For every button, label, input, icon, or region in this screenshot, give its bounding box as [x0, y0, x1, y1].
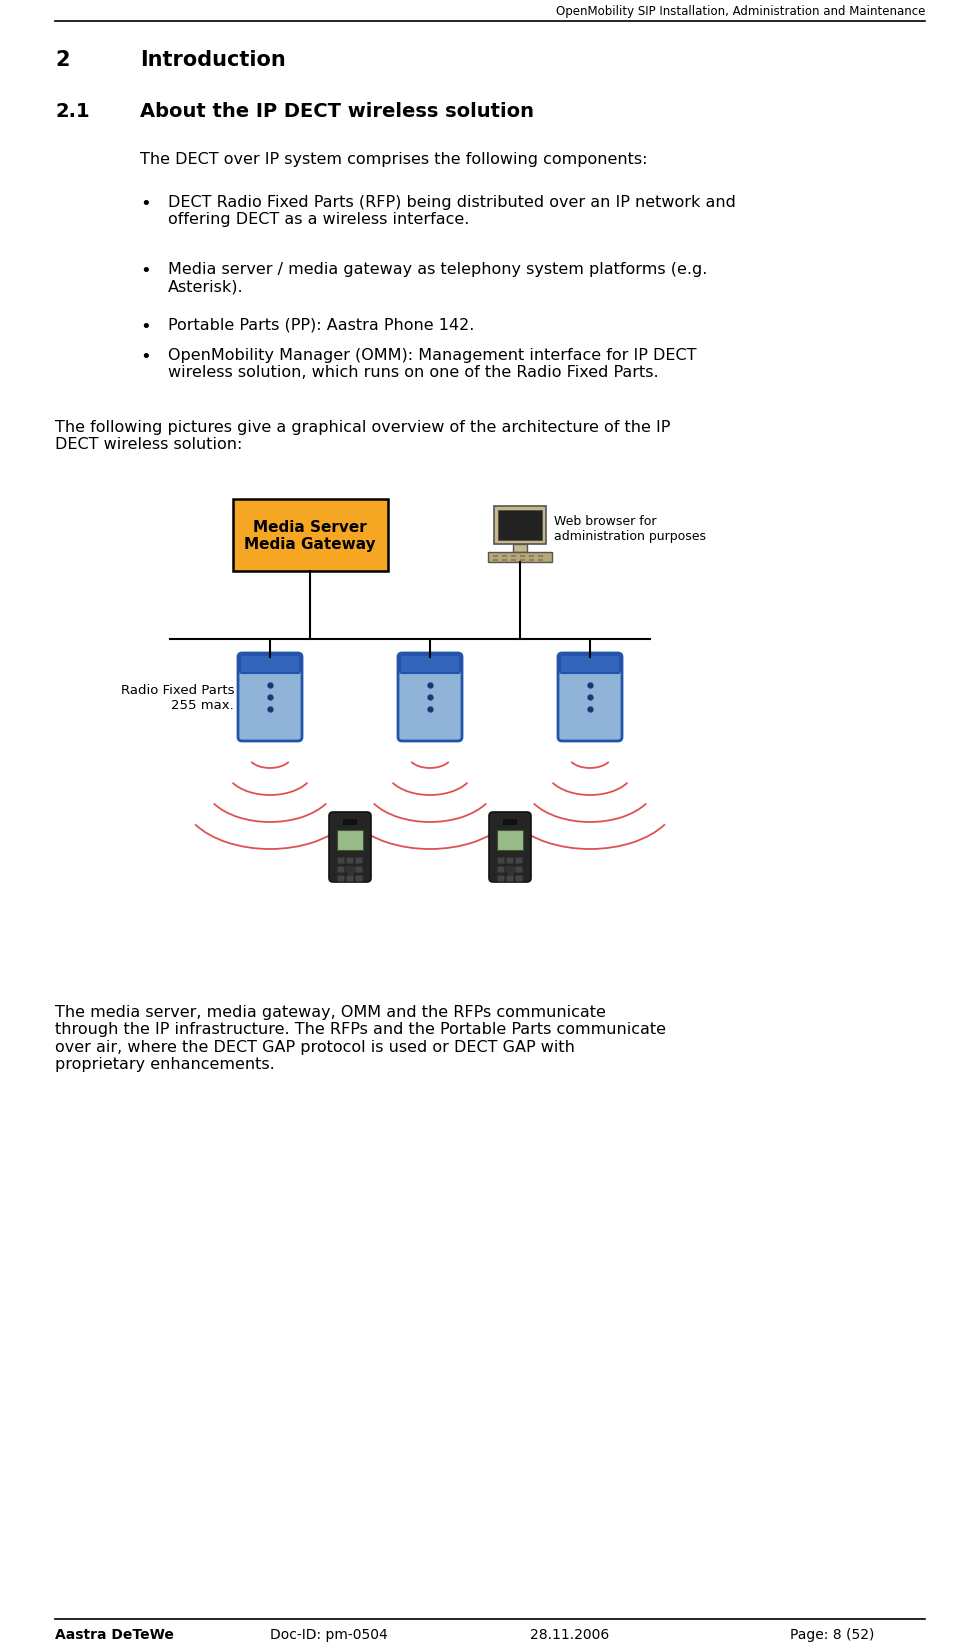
FancyBboxPatch shape: [493, 560, 498, 562]
Text: Portable Parts (PP): Aastra Phone 142.: Portable Parts (PP): Aastra Phone 142.: [168, 318, 474, 333]
FancyBboxPatch shape: [497, 831, 523, 850]
FancyBboxPatch shape: [233, 499, 388, 572]
FancyBboxPatch shape: [489, 812, 531, 882]
FancyBboxPatch shape: [520, 555, 525, 557]
FancyBboxPatch shape: [347, 877, 354, 882]
Text: The DECT over IP system comprises the following components:: The DECT over IP system comprises the fo…: [140, 152, 648, 166]
FancyBboxPatch shape: [529, 560, 534, 562]
Text: Doc-ID: pm-0504: Doc-ID: pm-0504: [270, 1627, 388, 1641]
FancyBboxPatch shape: [538, 555, 543, 557]
FancyBboxPatch shape: [507, 877, 514, 882]
FancyBboxPatch shape: [498, 511, 542, 541]
FancyBboxPatch shape: [515, 867, 522, 873]
Text: •: •: [140, 194, 151, 213]
FancyBboxPatch shape: [507, 867, 514, 873]
FancyBboxPatch shape: [356, 867, 363, 873]
Text: •: •: [140, 262, 151, 280]
FancyBboxPatch shape: [238, 654, 302, 742]
Text: Radio Fixed Parts
255 max.: Radio Fixed Parts 255 max.: [121, 684, 234, 712]
FancyBboxPatch shape: [347, 867, 354, 873]
Text: •: •: [140, 348, 151, 366]
FancyBboxPatch shape: [498, 867, 505, 873]
FancyBboxPatch shape: [520, 560, 525, 562]
Text: 2.1: 2.1: [55, 102, 89, 120]
FancyBboxPatch shape: [337, 867, 345, 873]
FancyBboxPatch shape: [507, 859, 514, 864]
Text: •: •: [140, 318, 151, 336]
FancyBboxPatch shape: [400, 656, 460, 674]
FancyBboxPatch shape: [240, 656, 300, 674]
FancyBboxPatch shape: [337, 831, 363, 850]
FancyBboxPatch shape: [356, 859, 363, 864]
FancyBboxPatch shape: [511, 560, 516, 562]
FancyBboxPatch shape: [494, 506, 546, 545]
Text: Media server / media gateway as telephony system platforms (e.g.
Asterisk).: Media server / media gateway as telephon…: [168, 262, 708, 295]
FancyBboxPatch shape: [511, 555, 516, 557]
FancyBboxPatch shape: [558, 654, 622, 742]
FancyBboxPatch shape: [529, 555, 534, 557]
Text: Introduction: Introduction: [140, 49, 286, 69]
Text: 28.11.2006: 28.11.2006: [530, 1627, 610, 1641]
FancyBboxPatch shape: [329, 812, 371, 882]
Text: DECT Radio Fixed Parts (RFP) being distributed over an IP network and
offering D: DECT Radio Fixed Parts (RFP) being distr…: [168, 194, 736, 227]
FancyBboxPatch shape: [560, 656, 620, 674]
FancyBboxPatch shape: [538, 560, 543, 562]
Text: 2: 2: [55, 49, 70, 69]
FancyBboxPatch shape: [502, 555, 507, 557]
FancyBboxPatch shape: [515, 859, 522, 864]
FancyBboxPatch shape: [356, 877, 363, 882]
FancyBboxPatch shape: [503, 819, 517, 826]
FancyBboxPatch shape: [343, 819, 357, 826]
Text: Aastra DeTeWe: Aastra DeTeWe: [55, 1627, 173, 1641]
Text: About the IP DECT wireless solution: About the IP DECT wireless solution: [140, 102, 534, 120]
Text: Media Server
Media Gateway: Media Server Media Gateway: [244, 519, 375, 552]
FancyBboxPatch shape: [515, 877, 522, 882]
Text: The following pictures give a graphical overview of the architecture of the IP
D: The following pictures give a graphical …: [55, 420, 670, 452]
FancyBboxPatch shape: [337, 877, 345, 882]
FancyBboxPatch shape: [513, 545, 527, 552]
FancyBboxPatch shape: [493, 555, 498, 557]
Text: The media server, media gateway, OMM and the RFPs communicate
through the IP inf: The media server, media gateway, OMM and…: [55, 1004, 666, 1071]
FancyBboxPatch shape: [502, 560, 507, 562]
Text: OpenMobility Manager (OMM): Management interface for IP DECT
wireless solution, : OpenMobility Manager (OMM): Management i…: [168, 348, 697, 381]
Text: Web browser for
administration purposes: Web browser for administration purposes: [554, 514, 706, 542]
FancyBboxPatch shape: [398, 654, 462, 742]
FancyBboxPatch shape: [347, 859, 354, 864]
FancyBboxPatch shape: [498, 877, 505, 882]
FancyBboxPatch shape: [337, 859, 345, 864]
Text: OpenMobility SIP Installation, Administration and Maintenance: OpenMobility SIP Installation, Administr…: [556, 5, 925, 18]
FancyBboxPatch shape: [498, 859, 505, 864]
Text: Page: 8 (52): Page: 8 (52): [790, 1627, 874, 1641]
FancyBboxPatch shape: [488, 552, 552, 562]
